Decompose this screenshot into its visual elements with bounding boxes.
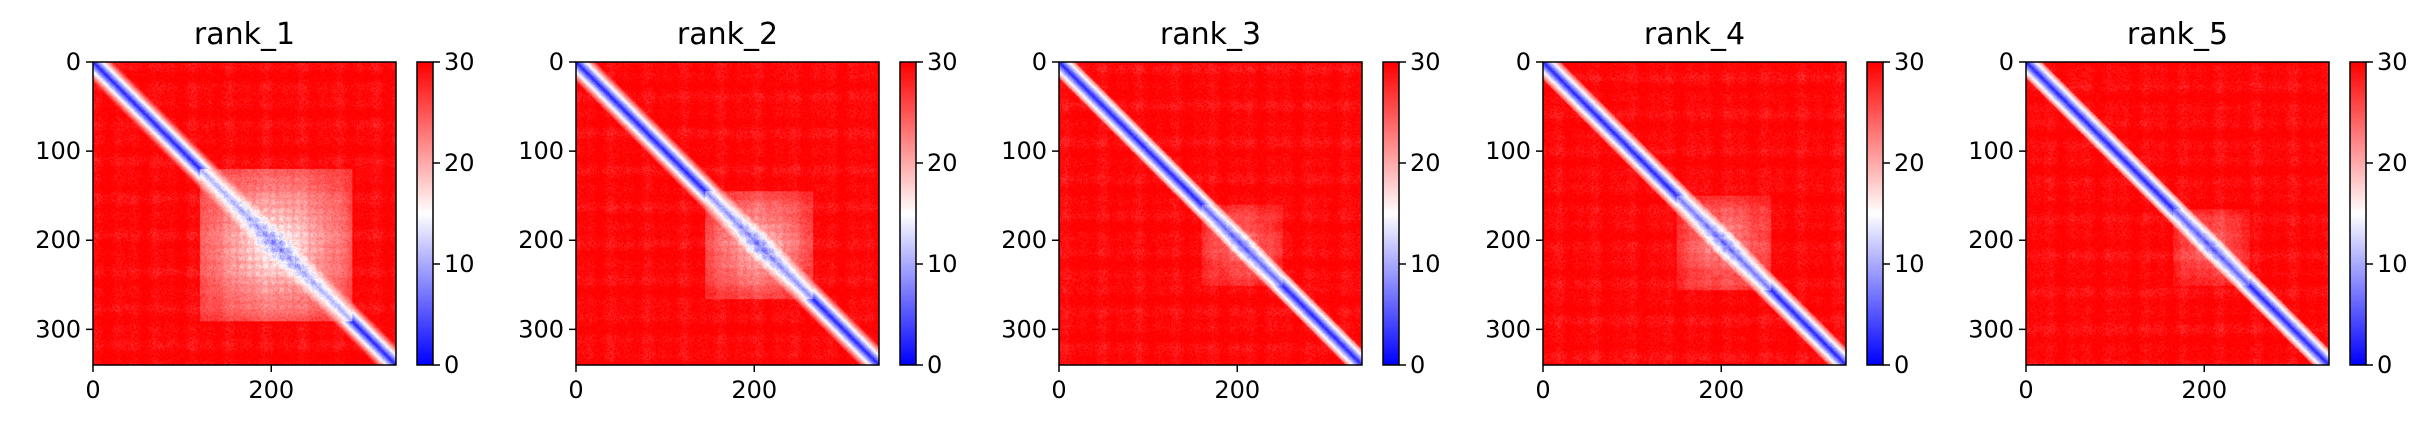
heatmap-frame	[1058, 61, 1363, 366]
panel-5: rank_5 0 200 0 100 200 300 0 10 20 30	[1968, 17, 2407, 404]
colorbar-tick-label: 10	[1894, 250, 1925, 278]
y-tick-label: 100	[1001, 137, 1047, 165]
y-tick-label: 0	[1516, 48, 1531, 76]
colorbar-tick-label: 0	[444, 351, 459, 379]
x-tick-label: 0	[568, 376, 583, 404]
x-tick-label: 200	[2181, 376, 2227, 404]
panel-4: rank_4 0 200 0 100 200 300 0 10 20 30	[1485, 17, 1924, 404]
colorbar-tick-label: 20	[1410, 149, 1441, 177]
colorbar-tick-label: 20	[1894, 149, 1925, 177]
colorbar-tick-label: 30	[444, 48, 475, 76]
y-tick-label: 200	[1968, 226, 2014, 254]
heatmap-image	[1059, 62, 1362, 365]
colorbar-tick-label: 10	[444, 250, 475, 278]
colorbar-frame	[1866, 61, 1884, 366]
heatmap-frame	[2025, 61, 2330, 366]
colorbar-frame	[416, 61, 434, 366]
colorbar-tick-label: 10	[927, 250, 958, 278]
x-tick-label: 0	[85, 376, 100, 404]
panel-title: rank_1	[194, 17, 295, 52]
colorbar-tick-label: 30	[927, 48, 958, 76]
panel-title: rank_4	[1644, 17, 1745, 52]
x-tick-label: 200	[248, 376, 294, 404]
y-tick-label: 100	[1968, 137, 2014, 165]
colorbar-tick-label: 20	[444, 149, 475, 177]
colorbar-tick-label: 10	[2377, 250, 2408, 278]
panel-3: rank_3 0 200 0 100 200 300 0 10 20 30	[1001, 17, 1440, 404]
heatmap-image	[93, 62, 396, 365]
y-tick-label: 200	[1001, 226, 1047, 254]
colorbar-tick-label: 0	[1894, 351, 1909, 379]
colorbar-frame	[2349, 61, 2367, 366]
colorbar	[2350, 62, 2366, 365]
colorbar	[1383, 62, 1399, 365]
colorbar-frame	[1382, 61, 1400, 366]
x-tick-label: 0	[1051, 376, 1066, 404]
colorbar-tick-label: 0	[1410, 351, 1425, 379]
y-tick-label: 300	[1485, 315, 1531, 343]
panel-title: rank_2	[677, 17, 778, 52]
heatmap-frame	[575, 61, 880, 366]
panel-title: rank_3	[1160, 17, 1261, 52]
y-tick-label: 200	[1485, 226, 1531, 254]
y-tick-label: 0	[66, 48, 81, 76]
y-tick-label: 0	[1999, 48, 2014, 76]
colorbar-tick-label: 20	[927, 149, 958, 177]
panel-1: rank_1 0 200 0 100 200 300 0 10 20 30	[35, 17, 474, 404]
colorbar-tick-label: 30	[1894, 48, 1925, 76]
colorbar	[1867, 62, 1883, 365]
y-tick-label: 300	[35, 315, 81, 343]
y-tick-label: 0	[1032, 48, 1047, 76]
heatmap-image	[2026, 62, 2329, 365]
x-tick-label: 0	[1535, 376, 1550, 404]
heatmap-image	[1543, 62, 1846, 365]
y-tick-label: 100	[1485, 137, 1531, 165]
heatmap-frame	[1542, 61, 1847, 366]
colorbar-tick-label: 20	[2377, 149, 2408, 177]
x-tick-label: 0	[2018, 376, 2033, 404]
panel-title: rank_5	[2127, 17, 2228, 52]
colorbar-tick-label: 30	[2377, 48, 2408, 76]
heatmap-image	[576, 62, 879, 365]
colorbar-tick-label: 0	[2377, 351, 2392, 379]
y-tick-label: 300	[518, 315, 564, 343]
colorbar-frame	[899, 61, 917, 366]
panel-2: rank_2 0 200 0 100 200 300 0 10 20 30	[518, 17, 957, 404]
y-tick-label: 0	[549, 48, 564, 76]
y-tick-label: 100	[35, 137, 81, 165]
x-tick-label: 200	[1698, 376, 1744, 404]
colorbar-tick-label: 30	[1410, 48, 1441, 76]
colorbar-tick-label: 0	[927, 351, 942, 379]
y-tick-label: 200	[35, 226, 81, 254]
x-tick-label: 200	[731, 376, 777, 404]
heatmap-frame	[92, 61, 397, 366]
y-tick-label: 200	[518, 226, 564, 254]
colorbar	[900, 62, 916, 365]
y-tick-label: 300	[1001, 315, 1047, 343]
y-tick-label: 100	[518, 137, 564, 165]
colorbar-tick-label: 10	[1410, 250, 1441, 278]
y-tick-label: 300	[1968, 315, 2014, 343]
x-tick-label: 200	[1214, 376, 1260, 404]
colorbar	[417, 62, 433, 365]
